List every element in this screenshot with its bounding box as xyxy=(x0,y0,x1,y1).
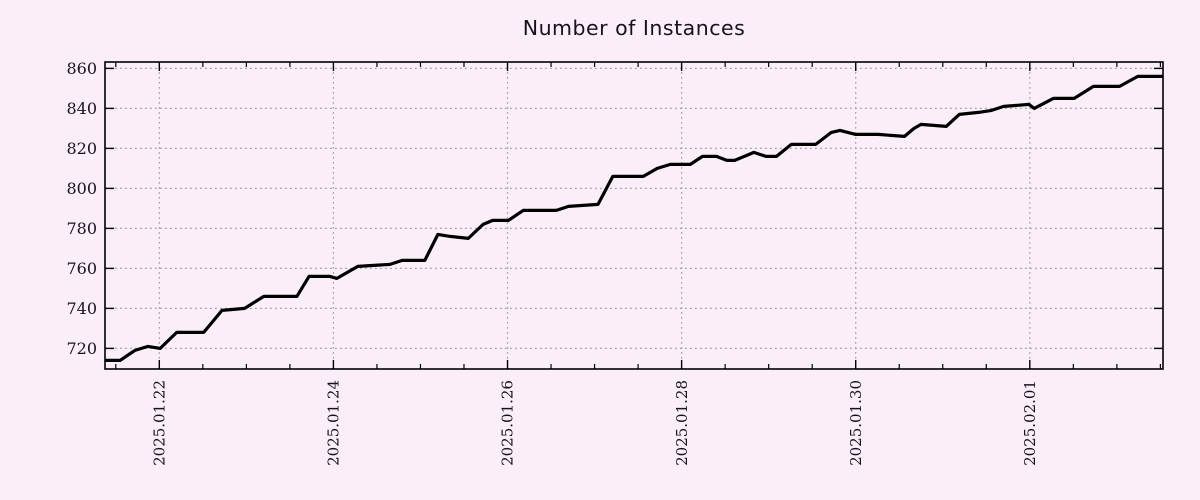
data-line xyxy=(105,74,1163,362)
x-tick-label: 2025.01.24 xyxy=(325,380,343,466)
y-tick-label: 720 xyxy=(66,339,97,358)
x-tick-label: 2025.02.01 xyxy=(1021,380,1039,466)
y-tick-label: 820 xyxy=(66,139,97,158)
x-tick-label: 2025.01.26 xyxy=(499,380,517,466)
x-tick-label: 2025.01.30 xyxy=(847,380,865,466)
y-tick-label: 840 xyxy=(66,99,97,118)
y-tick-label: 760 xyxy=(66,259,97,278)
x-tick-label: 2025.01.22 xyxy=(151,380,169,466)
x-tick-label: 2025.01.28 xyxy=(673,380,691,466)
y-tick-label: 800 xyxy=(66,179,97,198)
chart-title: Number of Instances xyxy=(522,16,746,40)
y-tick-label: 740 xyxy=(66,299,97,318)
y-tick-label: 780 xyxy=(66,219,97,238)
y-tick-label: 860 xyxy=(66,59,97,78)
plot-frame xyxy=(104,61,1164,370)
